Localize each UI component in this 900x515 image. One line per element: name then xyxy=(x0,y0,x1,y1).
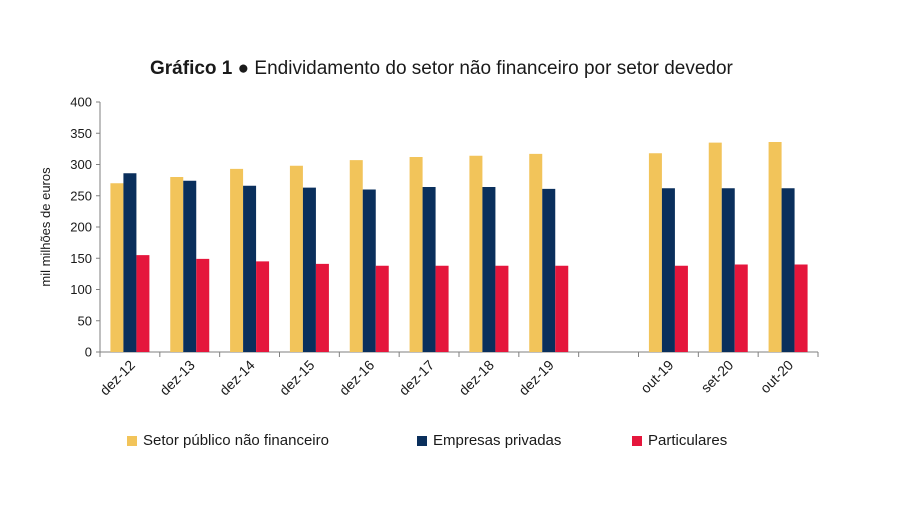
x-tick-label: dez-18 xyxy=(455,357,497,399)
chart-title-bullet: ● xyxy=(237,58,250,79)
bar xyxy=(648,153,662,352)
bar xyxy=(110,183,124,352)
legend-swatch xyxy=(417,435,427,446)
bar xyxy=(768,142,782,352)
y-tick-label: 0 xyxy=(85,345,92,360)
bar xyxy=(183,180,197,352)
bar xyxy=(469,155,483,352)
bar xyxy=(495,265,509,352)
y-axis-label: mil milhões de euros xyxy=(38,167,53,287)
x-tick-label: dez-12 xyxy=(96,357,138,399)
bar xyxy=(529,153,543,352)
y-tick-label: 300 xyxy=(70,157,92,172)
chart-title: Gráfico 1 ● Endividamento do setor não f… xyxy=(150,58,733,80)
legend-swatch xyxy=(632,435,642,446)
bar xyxy=(136,255,150,352)
x-tick-label: out-20 xyxy=(757,357,797,397)
bar xyxy=(302,187,316,352)
bar xyxy=(289,165,303,352)
legend-item: Empresas privadas xyxy=(417,432,561,449)
y-tick-label: 100 xyxy=(70,282,92,297)
bar xyxy=(256,261,270,352)
y-tick-label: 250 xyxy=(70,188,92,203)
legend-item: Setor público não financeiro xyxy=(127,432,329,449)
y-tick-label: 150 xyxy=(70,251,92,266)
x-tick-label: dez-15 xyxy=(276,357,318,399)
x-tick-label: dez-16 xyxy=(336,357,378,399)
bar xyxy=(708,142,722,352)
x-tick-label: dez-13 xyxy=(156,357,198,399)
legend-label: Particulares xyxy=(648,432,728,449)
legend-swatch xyxy=(127,435,137,446)
y-tick-label: 400 xyxy=(70,95,92,110)
bar xyxy=(721,188,735,352)
bar xyxy=(661,188,675,352)
bar xyxy=(349,160,363,352)
bar xyxy=(315,263,329,352)
chart-title-label: Gráfico 1 xyxy=(150,58,233,79)
bar xyxy=(542,188,556,352)
bar-chart: 0 50 100 150 200 250 300 350 400 mil milhões de e… xyxy=(38,95,819,399)
bar xyxy=(674,265,688,352)
bar xyxy=(196,258,210,352)
legend-item: Particulares xyxy=(632,432,727,449)
bar xyxy=(409,157,423,352)
y-tick-label: 350 xyxy=(70,126,92,141)
x-tick-label: out-19 xyxy=(637,357,677,397)
bar xyxy=(794,264,808,352)
bar xyxy=(435,265,449,352)
x-tick-label: set-20 xyxy=(698,357,737,396)
bar xyxy=(170,177,184,352)
bar xyxy=(243,185,257,352)
bar xyxy=(734,264,748,352)
bar xyxy=(375,265,389,352)
bar xyxy=(123,173,137,352)
x-tick-label: dez-14 xyxy=(216,357,258,399)
bar xyxy=(230,168,244,352)
bar xyxy=(555,265,569,352)
chart-title-text: Endividamento do setor não financeiro po… xyxy=(254,58,733,79)
x-tick-label: dez-17 xyxy=(396,357,438,399)
legend-label: Setor público não financeiro xyxy=(143,432,329,449)
chart-legend: Setor público não financeiro Empresas pri… xyxy=(0,432,900,456)
bar xyxy=(422,187,436,352)
x-tick-label: dez-19 xyxy=(515,357,557,399)
legend-label: Empresas privadas xyxy=(433,432,562,449)
bar xyxy=(482,187,496,352)
bar xyxy=(781,188,795,352)
bar xyxy=(362,189,376,352)
y-tick-label: 50 xyxy=(78,313,92,328)
y-tick-label: 200 xyxy=(70,220,92,235)
